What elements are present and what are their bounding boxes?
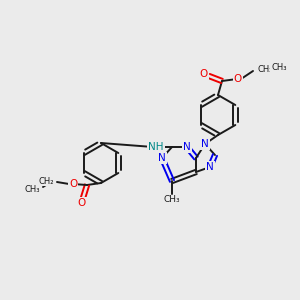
Text: NH: NH: [148, 142, 164, 152]
Text: N: N: [183, 142, 191, 152]
Text: CH₃: CH₃: [271, 62, 286, 71]
Text: CH₃: CH₃: [25, 184, 40, 194]
Text: N: N: [206, 162, 214, 172]
Text: N: N: [158, 153, 166, 163]
Text: O: O: [78, 198, 86, 208]
Text: CH₂: CH₂: [38, 176, 54, 185]
Text: N: N: [201, 139, 209, 149]
Text: O: O: [200, 69, 208, 79]
Text: O: O: [69, 179, 77, 189]
Text: O: O: [234, 74, 242, 84]
Text: CH₂: CH₂: [257, 64, 272, 74]
Text: CH₃: CH₃: [164, 196, 180, 205]
